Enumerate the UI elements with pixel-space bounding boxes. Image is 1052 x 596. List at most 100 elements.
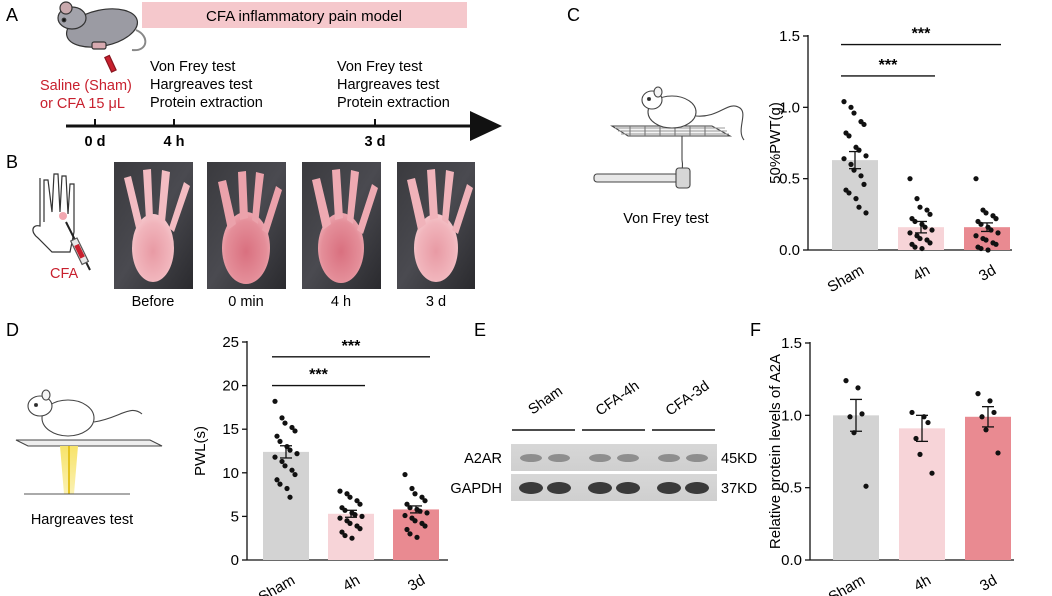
bar-3d (393, 509, 439, 560)
data-point (851, 110, 857, 116)
data-point (848, 161, 854, 167)
data-point (863, 210, 869, 216)
paw-photo-0min (207, 162, 286, 289)
data-point (289, 424, 295, 431)
data-point (279, 415, 285, 421)
bar-sham (832, 160, 878, 250)
blot-bands (519, 454, 709, 494)
data-point (292, 471, 298, 478)
data-point (347, 520, 353, 526)
y-tick-label: 15 (222, 421, 239, 438)
data-point (277, 481, 283, 487)
data-point (337, 515, 343, 521)
panel-letter-e: E (474, 320, 486, 340)
cfa-label: CFA (50, 266, 79, 282)
panel-e: Sham CFA-4h CFA-3d A2AR GAPDH 45KD 37KD (450, 378, 757, 501)
band-gapdh-6 (685, 482, 709, 494)
data-point (846, 133, 852, 139)
data-point (342, 507, 348, 513)
bar-sham (263, 451, 309, 560)
x-tick-label-3d: 3d (405, 572, 428, 595)
y-tick-label: 1.5 (781, 335, 802, 352)
data-point (412, 518, 418, 524)
data-point (978, 221, 984, 227)
paw-photo-4h (302, 162, 381, 289)
tests-4h-2: Hargreaves test (150, 77, 252, 93)
panel-letter-b: B (6, 152, 18, 172)
data-point (851, 430, 857, 436)
band-a2ar-2 (548, 454, 570, 462)
data-point (289, 467, 295, 473)
data-point (404, 501, 410, 507)
panel-letter-d: D (6, 320, 19, 340)
band-a2ar-5 (658, 454, 680, 462)
bar-3d (965, 416, 1011, 560)
data-point (993, 216, 999, 222)
data-point (419, 494, 425, 500)
chart-c-50-pwt: 0.0 0.5 1.0 1.5 50%PWT(g) Sham 4h 3d *** *** (767, 26, 1012, 296)
data-point (912, 244, 918, 250)
hargreaves-illustration (15, 389, 163, 495)
y-tick-label: 10 (222, 465, 239, 482)
data-point (339, 529, 345, 535)
x-tick-label-sham: Sham (825, 262, 867, 296)
data-point (993, 241, 999, 247)
data-point (856, 204, 862, 210)
data-point (359, 513, 365, 520)
model-banner (142, 2, 467, 28)
data-point (907, 176, 913, 182)
data-point (846, 190, 852, 196)
y-tick-label: 0 (231, 552, 239, 569)
data-point (856, 147, 862, 153)
significance-label: *** (879, 57, 898, 74)
size-label-a2ar: 45KD (721, 451, 757, 467)
lane-label-sham: Sham (526, 383, 566, 418)
y-tick-label: 1.0 (779, 99, 800, 116)
timeline-arrowhead (470, 111, 502, 141)
data-point (995, 450, 1001, 456)
y-tick-label: 0.0 (779, 242, 800, 259)
data-point (917, 451, 923, 457)
panel-letter-f: F (750, 320, 761, 340)
photo-label-4h: 4 h (331, 294, 351, 310)
data-point (344, 491, 350, 497)
band-a2ar-4 (617, 454, 639, 462)
paw-photo-before (114, 162, 193, 289)
size-label-gapdh: 37KD (721, 481, 757, 497)
injection-label-1: Saline (Sham) (40, 78, 132, 94)
data-point (402, 471, 408, 478)
data-point (287, 494, 293, 500)
x-tick-label-sham: Sham (826, 572, 868, 596)
blot-strip-a2ar (511, 444, 717, 471)
data-point (983, 210, 989, 216)
x-tick-label-4h: 4h (910, 262, 933, 285)
data-point (924, 207, 930, 213)
data-point (917, 235, 923, 242)
data-point (841, 156, 847, 162)
data-point (988, 227, 994, 233)
data-point (973, 233, 979, 239)
data-point (919, 245, 925, 252)
bar-4h (899, 428, 945, 560)
y-axis-label: PWL(s) (192, 426, 209, 476)
x-tick-label-3d: 3d (976, 262, 999, 285)
data-point (354, 498, 360, 504)
data-point (407, 531, 413, 537)
x-tick-label-3d: 3d (977, 572, 1000, 595)
data-point (927, 211, 933, 217)
tests-4h-1: Von Frey test (150, 59, 235, 75)
data-point (859, 411, 865, 417)
data-point (925, 419, 931, 426)
chart-d-pwl: 0 5 10 15 20 25 PWL(s) Sham 4h 3d *** *** (192, 334, 448, 596)
data-point (294, 451, 300, 457)
von-frey-label: Von Frey test (623, 211, 708, 227)
data-point (985, 247, 991, 253)
y-tick-label: 5 (231, 508, 239, 525)
data-point (279, 458, 285, 465)
data-point (274, 477, 280, 483)
data-point (272, 398, 278, 404)
data-point (274, 433, 280, 439)
y-tick-label: 0.5 (781, 480, 802, 497)
timepoint-3d: 3 d (365, 134, 386, 150)
data-point (978, 245, 984, 252)
